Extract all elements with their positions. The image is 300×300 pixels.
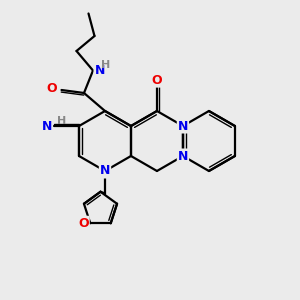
- Text: H: H: [101, 60, 110, 70]
- Text: N: N: [94, 64, 105, 77]
- Text: O: O: [46, 82, 57, 95]
- Text: N: N: [178, 119, 188, 133]
- Text: H: H: [57, 116, 67, 126]
- Text: O: O: [78, 217, 89, 230]
- Text: N: N: [42, 119, 52, 133]
- Text: N: N: [178, 149, 188, 163]
- Text: N: N: [100, 164, 110, 178]
- Text: O: O: [152, 74, 162, 87]
